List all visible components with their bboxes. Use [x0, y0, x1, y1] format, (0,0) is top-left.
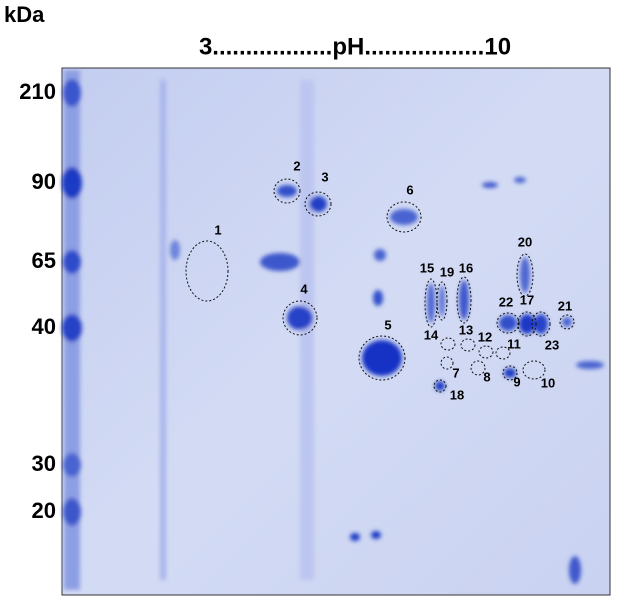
- spot-label: 12: [478, 329, 492, 344]
- spot-ring: [517, 311, 537, 337]
- spot-ring: [495, 346, 511, 360]
- spot-ring: [185, 240, 229, 302]
- spot-ring: [460, 338, 476, 352]
- gel: [61, 67, 611, 596]
- marker-label: 90: [32, 169, 56, 194]
- spot-label: 18: [450, 387, 464, 402]
- spot-label: 7: [452, 365, 459, 380]
- spot-ring: [502, 365, 518, 381]
- spot-ring: [456, 276, 472, 324]
- spot-label: 11: [507, 336, 521, 351]
- spot-ring: [424, 278, 438, 328]
- spot-ring: [531, 311, 551, 337]
- spot-label: 14: [424, 327, 439, 342]
- spot-label: 23: [545, 337, 559, 352]
- spot-label: 19: [440, 264, 454, 279]
- spot-ring: [559, 314, 575, 330]
- spot-ring: [522, 360, 546, 380]
- spot-ring: [470, 360, 486, 376]
- marker-label: 30: [32, 451, 56, 476]
- spot-label: 20: [518, 234, 532, 249]
- marker-label: 40: [32, 314, 56, 339]
- spot-ring: [496, 312, 520, 334]
- spot-label: 2: [293, 158, 300, 173]
- spot-label: 8: [483, 369, 490, 384]
- spot-label: 17: [520, 292, 534, 307]
- marker-label: 20: [32, 498, 56, 523]
- spot-label: 21: [558, 298, 572, 313]
- spot-ring: [304, 191, 332, 217]
- spot-ring: [433, 379, 447, 393]
- spot-ring: [478, 345, 494, 359]
- spot-label: 1: [214, 222, 221, 237]
- spot-label: 4: [300, 281, 308, 296]
- spot-ring: [273, 178, 301, 204]
- spot-ring: [282, 300, 318, 336]
- spot-ring: [436, 281, 448, 321]
- marker-label: 65: [32, 248, 56, 273]
- spot-label: 10: [541, 375, 555, 390]
- unit-label: kDa: [4, 2, 45, 27]
- spot-label: 9: [513, 374, 520, 389]
- spot-label: 15: [420, 260, 434, 275]
- spot-ring: [516, 253, 534, 297]
- spot-ring: [358, 335, 406, 381]
- spot-label: 16: [459, 260, 473, 275]
- ph-label: 3..................pH..................1…: [199, 33, 511, 60]
- spot-ring: [440, 337, 456, 351]
- spot-label: 22: [499, 294, 513, 309]
- gel-spots: [62, 70, 604, 590]
- marker-label: 210: [19, 79, 56, 104]
- spot-label: 6: [406, 182, 413, 197]
- spot-label: 3: [321, 169, 328, 184]
- spot-label: 5: [384, 317, 391, 332]
- spot-ring: [386, 201, 422, 233]
- spot-label: 13: [459, 322, 473, 337]
- spot-ring: [440, 356, 454, 370]
